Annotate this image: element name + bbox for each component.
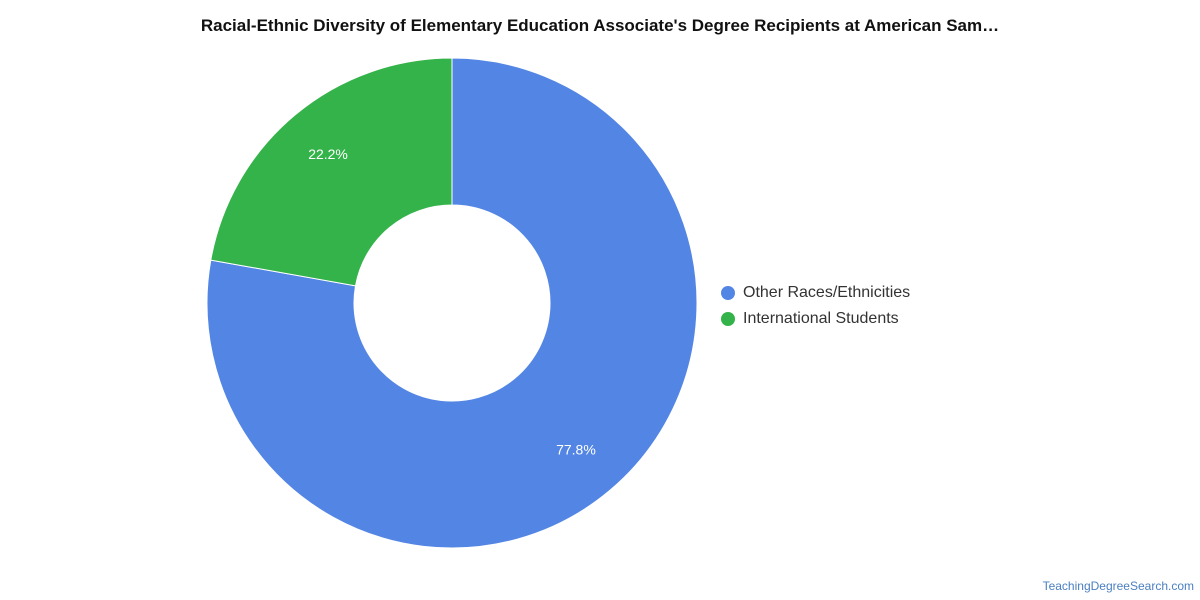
legend-label: Other Races/Ethnicities — [743, 284, 911, 301]
source-link[interactable]: TeachingDegreeSearch.com — [1042, 579, 1194, 593]
slice-label: 22.2% — [308, 146, 348, 162]
donut-slice-other-races-ethnicities[interactable] — [206, 57, 698, 549]
legend-label: International Students — [743, 310, 899, 327]
slice-label: 77.8% — [556, 442, 596, 458]
chart-legend: Other Races/Ethnicities International Stu… — [721, 280, 910, 332]
legend-item[interactable]: International Students — [721, 306, 910, 332]
legend-item[interactable]: Other Races/Ethnicities — [721, 280, 910, 306]
legend-swatch — [721, 286, 735, 300]
chart-title: Racial-Ethnic Diversity of Elementary Ed… — [200, 16, 1000, 35]
donut-slice-international-students[interactable] — [210, 57, 453, 287]
legend-swatch — [721, 312, 735, 326]
